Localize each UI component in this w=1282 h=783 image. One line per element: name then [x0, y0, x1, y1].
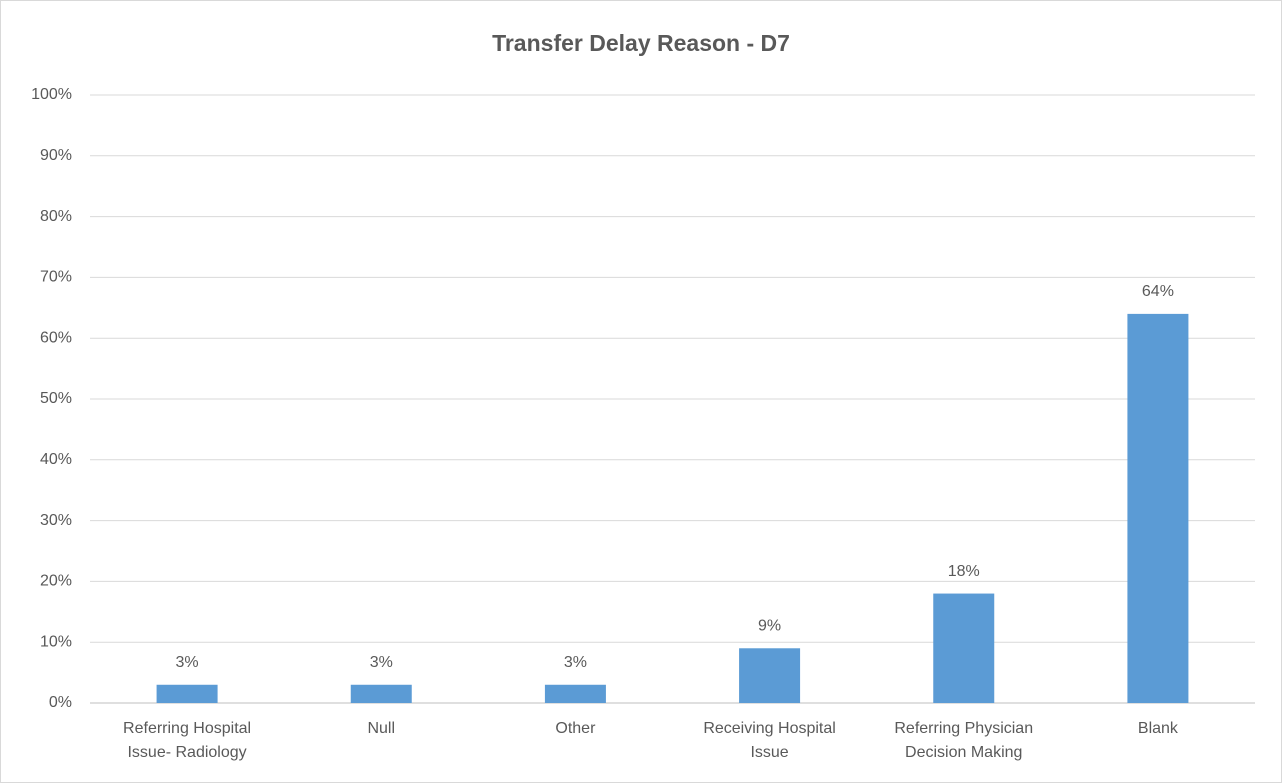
data-label: 3%	[370, 654, 393, 671]
bar	[1127, 313, 1189, 703]
y-tick-label: 80%	[40, 208, 72, 225]
y-tick-label: 20%	[40, 573, 72, 590]
bar	[544, 684, 606, 703]
bar	[739, 648, 801, 703]
y-tick-label: 90%	[40, 147, 72, 164]
y-tick-label: 10%	[40, 633, 72, 650]
y-tick-label: 100%	[31, 86, 72, 103]
y-tick-label: 0%	[49, 694, 72, 711]
data-label: 64%	[1142, 283, 1174, 300]
bar	[350, 684, 412, 703]
y-tick-label: 60%	[40, 329, 72, 346]
data-label: 18%	[948, 563, 980, 580]
y-tick-label: 50%	[40, 390, 72, 407]
x-tick-label: Receiving Hospital Issue	[703, 720, 836, 761]
bar	[156, 684, 218, 703]
x-tick-label: Referring Physician Decision Making	[894, 720, 1034, 761]
x-tick-label: Referring Hospital Issue- Radiology	[123, 720, 252, 761]
bar	[933, 593, 995, 703]
x-tick-label: Other	[555, 720, 596, 737]
x-tick-label: Blank	[1137, 720, 1178, 737]
x-tick-label: Null	[367, 720, 396, 737]
data-label: 9%	[758, 617, 781, 634]
data-label: 3%	[176, 654, 199, 671]
chart-title: Transfer Delay Reason - D7	[492, 30, 790, 56]
y-tick-label: 70%	[40, 269, 72, 286]
data-label: 3%	[564, 654, 587, 671]
y-tick-label: 30%	[40, 512, 72, 529]
y-tick-label: 40%	[40, 451, 72, 468]
